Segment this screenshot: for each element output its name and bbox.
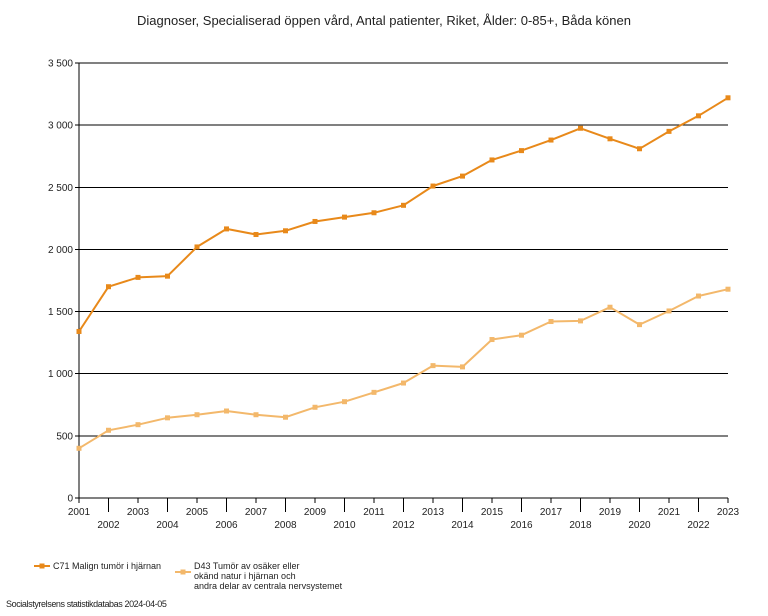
- data-point: [253, 232, 259, 238]
- data-point: [106, 427, 111, 433]
- x-tick-label: 2004: [156, 520, 179, 531]
- x-tick-label: 2009: [304, 507, 327, 518]
- data-point: [76, 328, 82, 334]
- data-point: [401, 202, 406, 208]
- legend: C71 Malign tumör i hjärnan D43 Tumör av o…: [34, 561, 343, 591]
- x-tick-label: 2018: [569, 520, 592, 531]
- data-point: [342, 399, 347, 405]
- data-point: [342, 214, 347, 220]
- data-point: [312, 404, 318, 410]
- legend-label: D43 Tumör av osäker eller: [194, 561, 300, 571]
- data-point: [460, 364, 465, 370]
- data-point: [637, 322, 642, 328]
- data-point: [460, 173, 465, 179]
- data-point: [489, 157, 495, 163]
- data-point: [312, 218, 318, 224]
- data-point: [578, 125, 583, 131]
- data-point: [519, 148, 524, 154]
- axes: [78, 63, 728, 499]
- data-point: [371, 389, 377, 395]
- x-tick-label: 2013: [422, 507, 445, 518]
- data-point: [548, 319, 554, 325]
- data-point: [106, 284, 111, 290]
- data-point: [224, 226, 229, 232]
- data-point: [135, 274, 141, 280]
- data-point: [224, 408, 229, 414]
- series-group: [76, 95, 731, 451]
- y-tick-label: 2 000: [48, 245, 73, 256]
- x-tick-label: 2019: [599, 507, 622, 518]
- x-tick-label: 2011: [363, 507, 385, 518]
- legend-swatch-marker: [39, 563, 45, 569]
- x-tick-label: 2015: [481, 507, 504, 518]
- data-point: [194, 244, 200, 250]
- x-tick-label: 2016: [510, 520, 533, 531]
- data-point: [194, 412, 200, 418]
- legend-item-1: C71 Malign tumör i hjärnan: [34, 561, 161, 571]
- x-tick-label: 2010: [333, 520, 356, 531]
- x-tick-label: 2008: [274, 520, 297, 531]
- x-tick-label: 2001: [68, 507, 91, 518]
- y-tick-label: 1 000: [48, 369, 73, 380]
- x-tick-label: 2021: [658, 507, 681, 518]
- x-tick-label: 2007: [245, 507, 268, 518]
- data-point: [607, 136, 613, 142]
- x-tick-label: 2017: [540, 507, 563, 518]
- data-point: [578, 318, 583, 324]
- data-point: [607, 304, 613, 310]
- y-tick-label: 1 500: [48, 307, 73, 318]
- data-point: [283, 414, 288, 420]
- data-point: [401, 380, 406, 386]
- data-point: [637, 146, 642, 152]
- data-point: [666, 308, 672, 314]
- x-tick-label: 2003: [127, 507, 150, 518]
- data-point: [430, 183, 436, 189]
- legend-label: C71 Malign tumör i hjärnan: [53, 561, 161, 571]
- data-point: [489, 337, 495, 343]
- source-note: Socialstyrelsens statistikdatabas 2024-0…: [6, 599, 167, 609]
- data-point: [253, 412, 259, 418]
- x-tick-label: 2023: [717, 507, 740, 518]
- series-line: [78, 96, 729, 333]
- x-tick-label: 2014: [451, 520, 474, 531]
- series-2: [76, 286, 731, 451]
- data-point: [371, 210, 377, 216]
- legend-label: andra delar av centrala nervsystemet: [194, 581, 343, 591]
- series-1: [76, 95, 731, 334]
- data-point: [165, 415, 170, 421]
- legend-swatch-marker: [180, 569, 186, 575]
- data-point: [135, 422, 141, 428]
- y-tick-label: 3 000: [48, 121, 73, 132]
- data-point: [165, 273, 170, 279]
- x-tick-label: 2006: [215, 520, 238, 531]
- data-point: [725, 286, 731, 292]
- data-point: [76, 445, 82, 451]
- data-point: [519, 332, 524, 338]
- y-axis-ticks: 0 500 1 000 1 500 2 000 2 500 3 000 3 500: [48, 59, 79, 505]
- legend-label: okänd natur i hjärnan och: [194, 571, 296, 581]
- data-point: [725, 95, 731, 101]
- data-point: [666, 128, 672, 134]
- data-point: [696, 113, 701, 119]
- data-point: [696, 293, 701, 299]
- series-line: [78, 288, 729, 450]
- x-tick-label: 2020: [628, 520, 651, 531]
- data-point: [430, 363, 436, 369]
- x-tick-label: 2022: [687, 520, 710, 531]
- chart-title: Diagnoser, Specialiserad öppen vård, Ant…: [137, 13, 631, 28]
- x-tick-label: 2002: [97, 520, 120, 531]
- data-point: [548, 137, 554, 143]
- y-tick-label: 500: [56, 431, 73, 442]
- x-tick-label: 2005: [186, 507, 209, 518]
- data-point: [283, 228, 288, 234]
- x-axis-ticks: 2001 2002 2003 2004 2005 2006 2007 2008 2009 2010…: [68, 498, 740, 531]
- y-tick-label: 0: [67, 494, 73, 505]
- y-tick-label: 3 500: [48, 59, 73, 70]
- gridlines: [79, 62, 728, 499]
- x-tick-label: 2012: [392, 520, 415, 531]
- y-tick-label: 2 500: [48, 183, 73, 194]
